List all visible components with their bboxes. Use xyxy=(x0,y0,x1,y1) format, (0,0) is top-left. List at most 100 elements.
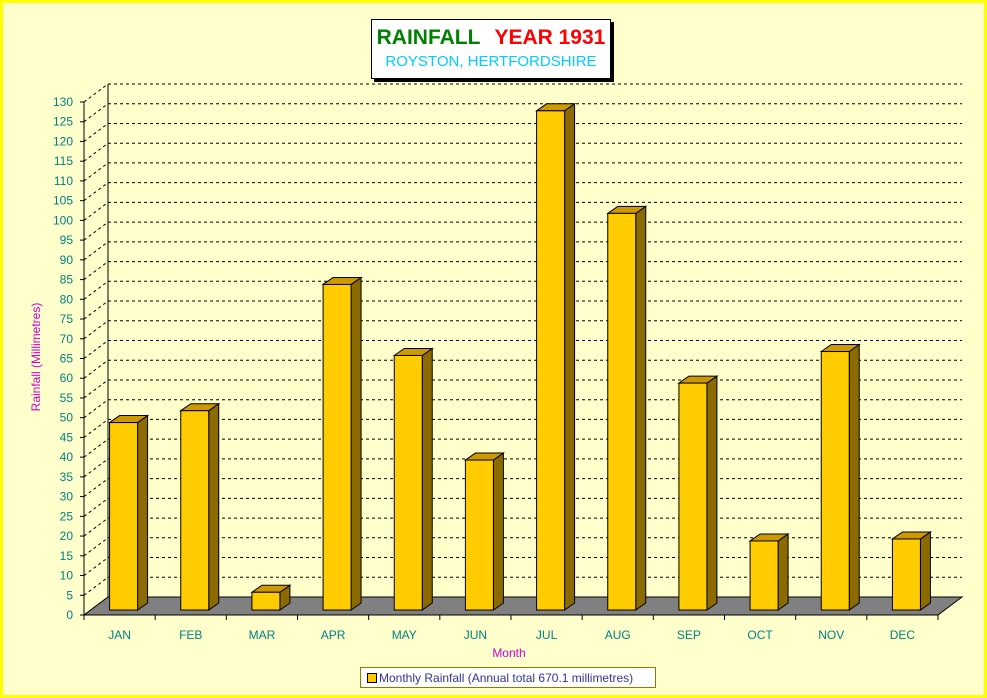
y-tick-label: 40 xyxy=(60,450,74,464)
y-tick-label: 70 xyxy=(60,332,74,346)
y-tick-label: 55 xyxy=(60,391,74,405)
gridline-depth xyxy=(83,300,109,320)
y-tick-label: 50 xyxy=(60,411,74,425)
bar-front xyxy=(251,591,281,611)
x-tick-label: FEB xyxy=(179,628,202,642)
x-tick-label: SEP xyxy=(677,628,701,642)
x-tick-label: DEC xyxy=(890,628,916,642)
y-tick-label: 45 xyxy=(60,430,74,444)
y-tick-label: 105 xyxy=(53,194,73,208)
x-tick-label: MAY xyxy=(392,628,417,642)
bar-side xyxy=(848,343,860,611)
bars xyxy=(107,102,933,611)
gridline-depth xyxy=(83,399,109,419)
gridline-depth xyxy=(83,379,109,399)
y-tick-label: 90 xyxy=(60,253,74,267)
bar-may xyxy=(392,347,434,611)
gridlines xyxy=(83,83,962,616)
chart-title-year: YEAR 1931 xyxy=(494,26,606,49)
gridline-depth xyxy=(83,557,109,576)
bar-front xyxy=(749,540,779,611)
gridline-depth xyxy=(83,241,109,261)
y-axis-title: Rainfall (Millimetres) xyxy=(29,303,43,412)
chart-title-box: RAINFALL YEAR 1931 ROYSTON, HERTFORDSHIRE xyxy=(371,19,611,79)
y-tick-label: 120 xyxy=(53,134,73,148)
bar-jul xyxy=(534,102,577,611)
x-tick-label: OCT xyxy=(747,628,773,642)
x-axis-title: Month xyxy=(492,646,525,660)
bar-front xyxy=(678,382,708,611)
gridline-depth xyxy=(83,103,109,123)
bar-front xyxy=(180,410,210,611)
legend-label: Monthly Rainfall (Annual total 670.1 mil… xyxy=(379,671,634,685)
bar-front xyxy=(109,422,139,611)
gridline-depth xyxy=(83,576,109,596)
bar-front xyxy=(820,351,850,611)
gridline-depth xyxy=(83,182,109,202)
gridline-depth xyxy=(83,537,109,557)
gridline-depth xyxy=(83,478,109,498)
bar-side xyxy=(492,452,504,611)
gridline-depth xyxy=(83,458,109,478)
bar-dec xyxy=(890,531,933,611)
gridline-depth xyxy=(83,280,109,300)
bar-sep xyxy=(677,375,719,611)
bar-front xyxy=(536,110,566,611)
gridline-depth xyxy=(83,142,109,162)
gridline-depth xyxy=(83,261,109,280)
y-tick-label: 65 xyxy=(60,352,74,366)
x-tick-label: JAN xyxy=(108,628,131,642)
bar-side xyxy=(777,532,789,611)
chart-title: RAINFALL YEAR 1931 xyxy=(372,26,610,50)
bar-front xyxy=(322,283,352,611)
y-tick-label: 60 xyxy=(60,371,74,385)
bar-feb xyxy=(179,402,221,611)
x-tick-label: NOV xyxy=(818,628,844,642)
y-tick-label: 20 xyxy=(60,529,74,543)
gridline-depth xyxy=(83,221,109,241)
x-tick-label: MAR xyxy=(249,628,276,642)
y-tick-label: 15 xyxy=(60,549,74,563)
bar-oct xyxy=(748,532,790,611)
bar-front xyxy=(464,459,494,611)
bar-side xyxy=(919,531,931,611)
bar-front xyxy=(393,354,423,611)
y-tick-label: 100 xyxy=(53,213,73,227)
bar-aug xyxy=(606,205,648,611)
bar-side xyxy=(635,205,647,611)
bar-mar xyxy=(250,584,292,611)
bar-apr xyxy=(321,276,363,611)
y-tick-label: 110 xyxy=(54,174,73,188)
y-tick-label: 0 xyxy=(66,608,73,622)
y-axis-ticks: 0 5 10 15 20 25 30 35 40 45 50 55 60 65 70 75 80 85 90 95 10… xyxy=(53,95,84,622)
bar-front xyxy=(891,538,921,611)
x-axis-ticks: JAN FEB MAR APR MAY JUN JUL AUG SEP OCT NOV DEC xyxy=(83,615,939,642)
gridline-depth xyxy=(83,438,109,458)
y-tick-label: 115 xyxy=(54,154,73,168)
bar-side xyxy=(564,102,576,611)
bar-front xyxy=(607,212,637,611)
bar-side xyxy=(350,276,362,611)
x-tick-label: JUN xyxy=(464,628,487,642)
gridline-depth xyxy=(83,123,109,142)
bar-side xyxy=(137,414,149,611)
chart-title-rainfall: RAINFALL xyxy=(376,26,481,49)
gridline-depth xyxy=(83,162,109,182)
y-tick-label: 125 xyxy=(53,115,73,129)
y-tick-label: 35 xyxy=(60,470,74,484)
gridline-depth xyxy=(83,517,109,537)
x-tick-label: APR xyxy=(321,628,346,642)
bar-nov xyxy=(819,343,861,611)
legend: Monthly Rainfall (Annual total 670.1 mil… xyxy=(360,667,656,688)
y-tick-label: 30 xyxy=(60,490,74,504)
gridline-depth xyxy=(83,419,109,438)
x-tick-label: AUG xyxy=(605,628,631,642)
bar-side xyxy=(208,402,220,611)
y-tick-label: 130 xyxy=(53,95,73,109)
x-tick-label: JUL xyxy=(536,628,558,642)
y-tick-label: 85 xyxy=(60,273,74,287)
gridline-depth xyxy=(83,497,109,517)
gridline-depth xyxy=(83,83,109,103)
bar-jan xyxy=(107,414,150,611)
